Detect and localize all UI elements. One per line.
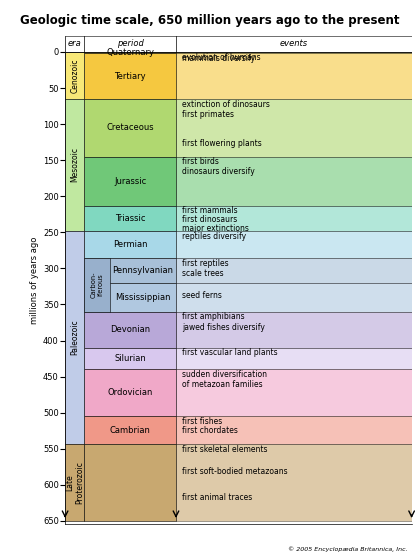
Text: events: events (280, 39, 308, 48)
Bar (176, 52, 412, 53)
Bar (84, 205, 176, 231)
Bar (84, 445, 176, 521)
Text: Jurassic: Jurassic (114, 176, 146, 185)
Text: first skeletal elements: first skeletal elements (182, 445, 268, 454)
Bar (65, 36, 412, 52)
Bar (176, 99, 412, 157)
Text: first birds: first birds (182, 157, 219, 166)
Text: first mammals: first mammals (182, 206, 238, 215)
Bar (84, 416, 176, 445)
Text: era: era (68, 39, 81, 48)
Bar (176, 258, 412, 283)
Text: dinosaurs diversify: dinosaurs diversify (182, 166, 255, 175)
Bar (84, 231, 176, 258)
Text: first vascular land plants: first vascular land plants (182, 349, 278, 357)
Bar (65, 445, 84, 521)
Text: mammals diversify: mammals diversify (182, 54, 255, 63)
Text: period: period (117, 39, 144, 48)
Bar (65, 231, 84, 445)
Text: Pennsylvanian: Pennsylvanian (113, 266, 173, 275)
Bar (84, 283, 176, 312)
Bar (84, 312, 176, 348)
Text: era: era (68, 39, 81, 48)
Text: scale trees: scale trees (182, 269, 224, 278)
Bar (65, 99, 84, 231)
Text: first flowering plants: first flowering plants (182, 139, 262, 148)
Bar (176, 53, 412, 99)
Text: evolution of humans: evolution of humans (182, 53, 261, 62)
Bar (84, 348, 176, 370)
Text: Cenozoic: Cenozoic (70, 58, 79, 93)
Bar (84, 258, 110, 312)
Bar (176, 370, 412, 416)
Text: reptiles diversify: reptiles diversify (182, 231, 247, 240)
Bar (84, 258, 176, 283)
Bar (176, 157, 412, 205)
Text: sudden diversification
of metazoan families: sudden diversification of metazoan famil… (182, 370, 267, 390)
Bar (176, 283, 412, 312)
Text: Carbon-
iferous: Carbon- iferous (91, 272, 104, 298)
Bar (176, 312, 412, 348)
Text: Mesozoic: Mesozoic (70, 147, 79, 183)
Text: first chordates: first chordates (182, 426, 238, 435)
Bar (65, 52, 84, 99)
Text: extinction of dinosaurs: extinction of dinosaurs (182, 99, 270, 109)
Text: Geologic time scale, 650 million years ago to the present: Geologic time scale, 650 million years a… (20, 14, 400, 27)
Text: Devonian: Devonian (110, 325, 150, 334)
Text: first fishes: first fishes (182, 417, 223, 426)
Bar (84, 99, 176, 157)
Text: Permian: Permian (113, 240, 147, 249)
Bar (176, 416, 412, 445)
Text: first reptiles: first reptiles (182, 259, 229, 268)
Text: major extinctions: major extinctions (182, 224, 249, 233)
Y-axis label: millions of years ago: millions of years ago (30, 236, 39, 324)
Text: first primates: first primates (182, 110, 234, 119)
Text: Triassic: Triassic (115, 214, 145, 223)
Text: Cambrian: Cambrian (110, 426, 150, 435)
Bar (176, 231, 412, 258)
Text: first animal traces: first animal traces (182, 493, 252, 502)
Bar (176, 205, 412, 231)
Bar (176, 348, 412, 370)
Text: seed ferns: seed ferns (182, 291, 222, 300)
Text: © 2005 Encyclopædia Britannica, Inc.: © 2005 Encyclopædia Britannica, Inc. (288, 547, 407, 552)
Text: Late
Proterozoic: Late Proterozoic (65, 461, 84, 504)
Text: Ordovician: Ordovician (108, 388, 153, 397)
Text: Cretaceous: Cretaceous (106, 123, 154, 132)
Text: Paleozoic: Paleozoic (70, 320, 79, 355)
Bar (84, 52, 176, 53)
Text: first amphibians: first amphibians (182, 312, 245, 321)
Bar (84, 53, 176, 99)
Text: jawed fishes diversify: jawed fishes diversify (182, 323, 265, 332)
Bar (84, 370, 176, 416)
Bar (176, 445, 412, 521)
Text: first dinosaurs: first dinosaurs (182, 215, 237, 224)
Bar (84, 157, 176, 205)
Text: first soft-bodied metazoans: first soft-bodied metazoans (182, 467, 288, 477)
Text: Mississippian: Mississippian (116, 292, 171, 302)
Text: period: period (117, 39, 144, 48)
Text: events: events (280, 39, 308, 48)
Text: Quaternary: Quaternary (106, 48, 154, 57)
Text: Silurian: Silurian (114, 354, 146, 363)
Text: Tertiary: Tertiary (114, 72, 146, 80)
